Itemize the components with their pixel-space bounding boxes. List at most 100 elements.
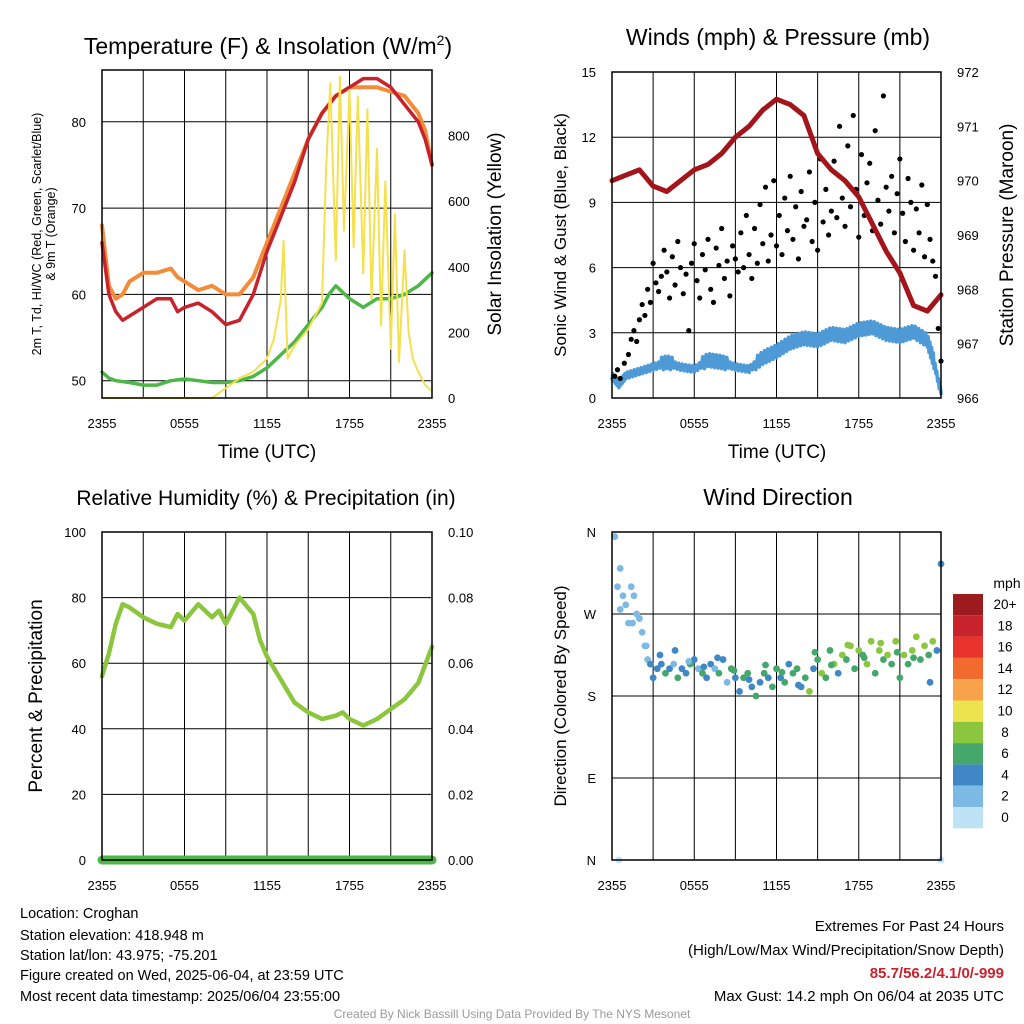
legend-swatch (953, 594, 983, 616)
gust-point (916, 230, 922, 236)
chart-title: Wind Direction (703, 484, 853, 510)
legend-label: 12 (997, 682, 1012, 697)
gust-point (666, 295, 673, 301)
direction-point (748, 683, 756, 691)
direction-point (834, 669, 842, 677)
y2-tick-label: 600 (448, 194, 470, 209)
plot-frame (101, 69, 433, 399)
y2-tick-label: 970 (957, 174, 979, 189)
gust-point (735, 269, 741, 275)
gust-point (927, 236, 933, 242)
legend-swatch (953, 785, 983, 807)
direction-point (646, 660, 654, 668)
gust-point (875, 197, 881, 203)
direction-point (933, 647, 941, 654)
direction-point (656, 651, 664, 659)
gust-point (631, 328, 637, 334)
gust-point (716, 262, 722, 269)
direction-point (614, 583, 621, 591)
pressure-line (609, 96, 944, 314)
gust-point (634, 338, 640, 345)
gust-point (741, 265, 747, 271)
y-tick-label: W (584, 607, 597, 622)
direction-point (926, 678, 934, 686)
chart-title: Winds (mph) & Pressure (mb) (626, 24, 930, 50)
gust-point (891, 230, 897, 236)
series-line-3 (100, 76, 434, 327)
max-gust-text: Max Gust: 14.2 mph On 06/04 at 2035 UTC (713, 988, 1004, 1005)
direction-point (699, 669, 706, 677)
gust-point (746, 251, 752, 258)
gust-point (614, 367, 621, 373)
gust-point (845, 143, 851, 149)
gust-point (839, 195, 845, 201)
gust-point (921, 254, 928, 260)
x-tick-label: 1155 (253, 878, 281, 893)
gust-point (779, 251, 785, 258)
gust-point (727, 293, 733, 299)
y2-tick-label: 0.02 (448, 787, 473, 802)
gust-point (935, 325, 941, 332)
x-tick-label: 2355 (598, 878, 627, 893)
gust-point (793, 204, 799, 210)
y2-tick-label: 972 (957, 65, 979, 80)
gust-point (773, 243, 780, 249)
gust-point (754, 260, 760, 266)
direction-point (904, 660, 912, 668)
x-tick-label: 1755 (844, 416, 873, 431)
gust-point (699, 251, 706, 258)
x-tick-label: 1755 (335, 416, 364, 431)
plot-frame (101, 531, 433, 861)
direction-point (678, 665, 686, 673)
direction-point (871, 669, 879, 677)
extremes-title: Extremes For Past 24 Hours (814, 918, 1004, 935)
direction-point (707, 660, 715, 668)
y-tick-label: 70 (72, 201, 86, 216)
direction-point (649, 674, 657, 682)
plot-frame (611, 71, 942, 399)
direction-point (811, 648, 819, 656)
legend-title: mph (993, 575, 1020, 591)
direction-point (703, 674, 710, 682)
winds-pressure-panel: 0 3 6 9 12 15 966 967 968 969 970 971 972 2355 0555 115… (551, 24, 1018, 463)
direction-point (642, 642, 650, 650)
gust-point (680, 291, 686, 297)
gust-point (787, 173, 793, 179)
direction-point (777, 674, 785, 682)
direction-point (863, 660, 871, 668)
direction-point (744, 669, 752, 677)
gust-point (724, 258, 730, 264)
gust-point (713, 245, 719, 251)
gust-point (831, 158, 837, 164)
direction-point (781, 678, 789, 686)
gust-point (645, 286, 651, 292)
gust-point (889, 173, 895, 179)
latlon-text: Station lat/lon: 43.975; -75.201 (20, 948, 218, 964)
direction-point (910, 654, 917, 662)
direction-point (723, 678, 731, 686)
x-axis-label: Time (UTC) (728, 442, 827, 463)
direction-point (877, 639, 885, 647)
x-axis-label: Time (UTC) (218, 442, 317, 463)
x-tick-label: 0555 (170, 878, 199, 893)
direction-point (636, 615, 643, 622)
gust-point (771, 178, 777, 184)
direction-point (908, 647, 916, 654)
direction-point (670, 660, 678, 668)
recent-data-text: Most recent data timestamp: 2025/06/04 2… (20, 989, 341, 1005)
gust-point (919, 182, 925, 188)
gust-point (617, 375, 623, 382)
direction-point (768, 683, 776, 691)
y-tick-label: 0 (79, 853, 86, 868)
y-tick-label: 0 (589, 391, 596, 406)
y2-tick-label: 0.10 (448, 525, 473, 540)
gust-point (798, 188, 804, 195)
direction-point (616, 606, 624, 613)
direction-point (921, 642, 928, 650)
y-axis-label: Percent & Precipitation (26, 599, 47, 792)
direction-point (700, 663, 708, 671)
x-tick-label: 2355 (418, 416, 447, 431)
y-axis-label: 2m T, Td, HI/WC (Red, Green, Scarlet/Blu… (30, 113, 44, 356)
